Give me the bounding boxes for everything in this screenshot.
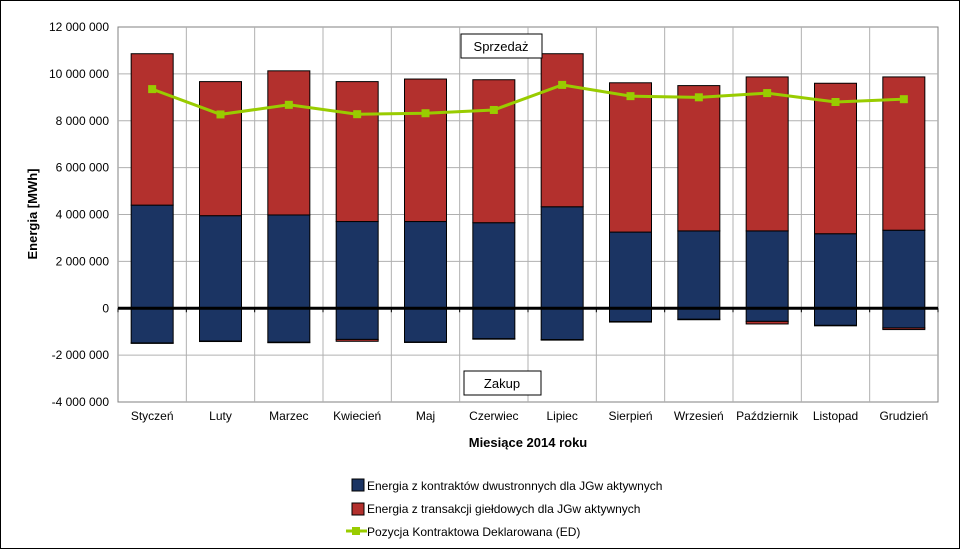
bar-contracts-negative	[131, 308, 173, 343]
bar-contracts-negative	[336, 308, 378, 339]
y-tick-label: 12 000 000	[49, 20, 109, 34]
x-tick-label: Maj	[416, 409, 435, 423]
bar-contracts-positive	[678, 231, 720, 308]
bar-exchange-positive	[405, 79, 447, 222]
bar-exchange-positive	[336, 82, 378, 222]
bar-contracts-positive	[746, 231, 788, 308]
ed-point	[217, 110, 225, 118]
bar-contracts-positive	[200, 216, 242, 309]
bar-contracts-positive	[131, 205, 173, 308]
y-tick-label: -4 000 000	[52, 395, 110, 409]
bar-exchange-negative	[883, 328, 925, 330]
legend-label-exchange: Energia z transakcji giełdowych dla JGw …	[367, 502, 640, 516]
ed-point	[285, 101, 293, 109]
x-tick-label: Luty	[209, 409, 232, 423]
bar-exchange-positive	[678, 86, 720, 231]
y-tick-label: 6 000 000	[56, 161, 110, 175]
bar-exchange-positive	[200, 82, 242, 216]
bar-contracts-positive	[336, 222, 378, 309]
bar-contracts-negative	[746, 308, 788, 321]
x-tick-label: Październik	[736, 409, 799, 423]
annotation-zakup: Zakup	[464, 371, 541, 395]
bar-exchange-positive	[131, 54, 173, 205]
legend-marker-ed	[352, 527, 360, 535]
bar-exchange-positive	[473, 80, 515, 223]
bar-contracts-positive	[883, 230, 925, 308]
legend: Energia z kontraktów dwustronnych dla JG…	[346, 479, 662, 539]
y-tick-label: 10 000 000	[49, 67, 109, 81]
legend-label-ed: Pozycja Kontraktowa Deklarowana (ED)	[367, 525, 580, 539]
x-tick-label: Styczeń	[131, 409, 174, 423]
bar-exchange-positive	[746, 77, 788, 231]
x-tick-label: Lipiec	[546, 409, 577, 423]
bar-contracts-negative	[678, 308, 720, 319]
bar-exchange-positive	[268, 71, 310, 215]
x-axis-title: Miesiące 2014 roku	[469, 435, 588, 450]
y-tick-label: 8 000 000	[56, 114, 110, 128]
annotation-sprzedaz-label: Sprzedaż	[474, 39, 529, 54]
bar-exchange-positive	[541, 54, 583, 207]
bar-exchange-negative	[336, 339, 378, 341]
bar-contracts-positive	[268, 215, 310, 308]
x-tick-label: Grudzień	[879, 409, 928, 423]
x-tick-label: Czerwiec	[469, 409, 518, 423]
ed-point	[832, 98, 840, 106]
ed-point	[148, 85, 156, 93]
ed-point	[695, 93, 703, 101]
annotation-zakup-label: Zakup	[484, 376, 520, 391]
bar-contracts-positive	[405, 222, 447, 309]
legend-swatch-exchange	[352, 503, 364, 515]
bar-exchange-positive	[610, 83, 652, 232]
legend-swatch-contracts	[352, 479, 364, 491]
legend-label-contracts: Energia z kontraktów dwustronnych dla JG…	[367, 479, 662, 493]
ed-point	[763, 89, 771, 97]
ed-point	[353, 110, 361, 118]
bar-contracts-negative	[268, 308, 310, 342]
bar-contracts-negative	[200, 308, 242, 341]
bar-contracts-positive	[815, 234, 857, 309]
ed-point	[490, 106, 498, 114]
y-axis-title: Energia [MWh]	[25, 169, 40, 260]
y-tick-labels: 12 000 000 10 000 000 8 000 000 6 000 000 4 …	[49, 20, 109, 409]
x-tick-label: Wrzesień	[674, 409, 724, 423]
ed-point	[422, 109, 430, 117]
x-tick-label: Sierpień	[608, 409, 652, 423]
bar-contracts-negative	[405, 308, 447, 342]
bar-contracts-positive	[473, 223, 515, 309]
bar-contracts-negative	[883, 308, 925, 328]
ed-point	[627, 92, 635, 100]
x-tick-label: Kwiecień	[333, 409, 381, 423]
x-tick-labels: Styczeń Luty Marzec Kwiecień Maj Czerwiec Lipi…	[131, 409, 928, 423]
y-tick-label: 4 000 000	[56, 208, 110, 222]
bar-contracts-positive	[541, 207, 583, 308]
bar-contracts-negative	[473, 308, 515, 338]
x-tick-label: Listopad	[813, 409, 858, 423]
bar-contracts-negative	[610, 308, 652, 321]
ed-point	[900, 95, 908, 103]
bar-contracts-negative	[541, 308, 583, 339]
bar-contracts-positive	[610, 232, 652, 308]
y-tick-label: 0	[102, 301, 109, 315]
ed-point	[558, 81, 566, 89]
bar-contracts-negative	[815, 308, 857, 325]
annotation-sprzedaz: Sprzedaż	[461, 34, 542, 58]
bar-exchange-negative	[746, 321, 788, 324]
x-tick-label: Marzec	[269, 409, 308, 423]
y-tick-label: 2 000 000	[56, 254, 110, 268]
y-tick-label: -2 000 000	[52, 348, 110, 362]
